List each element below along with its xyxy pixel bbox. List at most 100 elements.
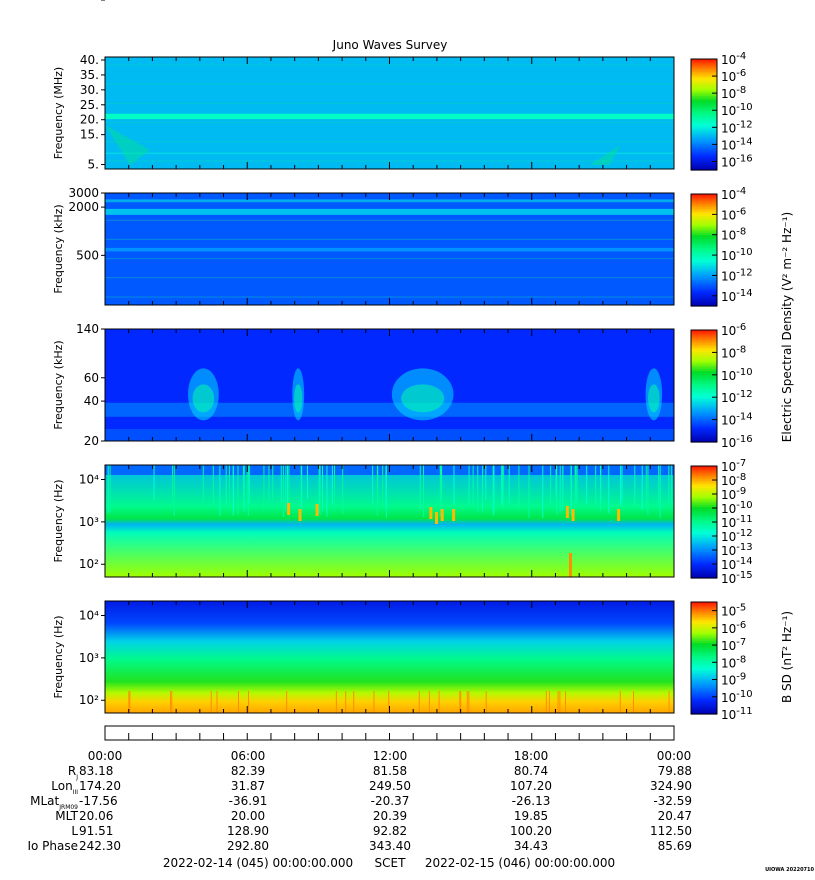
colorbar-exponent: -12 xyxy=(736,267,752,278)
colorbar-segment xyxy=(691,572,717,575)
colorbar-segment xyxy=(691,644,717,648)
time-label: 06:00 xyxy=(231,749,266,763)
colorbar-segment xyxy=(691,64,717,67)
colorbar-segment xyxy=(691,501,717,504)
ephemeris-value: 19.85 xyxy=(514,809,548,823)
ephemeris-value: 91.51 xyxy=(79,824,113,838)
colorbar-segment xyxy=(691,652,717,655)
colorbar-segment xyxy=(691,302,717,305)
ephemeris-value: -17.56 xyxy=(79,794,118,808)
colorbar-segment xyxy=(691,561,717,564)
low-frequency-feature xyxy=(105,125,150,165)
colorbar-tick-label: 10-10 xyxy=(721,247,753,263)
chart-title: Juno Waves Survey xyxy=(332,38,448,52)
y-tick-label: 25. xyxy=(80,98,99,112)
ephemeris-value: 324.90 xyxy=(650,779,692,793)
ephemeris-value: 112.50 xyxy=(650,824,692,838)
colorbar-segment xyxy=(691,633,717,637)
colorbar-segment xyxy=(691,251,717,255)
colorbar-segment xyxy=(691,391,717,395)
colorbar-segment xyxy=(691,527,717,531)
ephemeris-row-label: MLT xyxy=(55,809,78,823)
ephemeris-value: 82.39 xyxy=(231,764,265,778)
colorbar-segment xyxy=(691,648,717,652)
colorbar-segment xyxy=(691,479,717,482)
colorbar-tick-label: 10-12 xyxy=(721,119,753,135)
colorbar-segment xyxy=(691,708,717,711)
colorbar-segment xyxy=(691,372,717,376)
colorbar-segment xyxy=(691,697,717,700)
ephemeris-row-label: Io Phase xyxy=(27,839,78,853)
ephemeris-value: 34.43 xyxy=(514,839,548,853)
colorbar-segment xyxy=(691,672,717,676)
colorbar-4: 10-1510-1410-1310-1210-1110-1010-910-810… xyxy=(690,458,753,586)
colorbar-frame xyxy=(690,193,718,307)
colorbar-segment xyxy=(691,223,717,227)
colorbar-segment xyxy=(691,522,717,525)
colorbar-segment xyxy=(691,62,717,66)
colorbar-exponent: -10 xyxy=(736,247,752,258)
panel-4: 10² 10³ 10⁴ Frequency (Hz) xyxy=(52,464,675,578)
colorbar-segment xyxy=(691,216,717,219)
y-tick-label: 10⁴ xyxy=(79,473,99,487)
colorbar-segment xyxy=(691,131,717,134)
emission-core-4 xyxy=(648,384,660,413)
colorbar-segment xyxy=(691,671,717,674)
electric-colorbar-label: Electric Spectral Density (V² m⁻² Hz⁻¹) xyxy=(780,212,794,442)
colorbar-tick-label: 10-14 xyxy=(721,412,753,428)
colorbar-3: 10-16 10-14 10-12 10-10 10-8 10-6 xyxy=(690,322,753,450)
colorbar-segment xyxy=(691,425,717,428)
ephemeris-value: 249.50 xyxy=(369,779,411,793)
colorbar-segment xyxy=(691,404,717,408)
colorbar-segment xyxy=(691,144,717,147)
colorbar-segment xyxy=(691,684,717,687)
colorbar-tick-label: 10-12 xyxy=(721,267,753,283)
colorbar-exponent: -9 xyxy=(736,486,746,497)
footer-start-time: 2022-02-14 (045) 00:00:00.000 xyxy=(163,856,353,870)
colorbar-segment xyxy=(691,352,717,355)
colorbar-segment xyxy=(691,536,717,540)
colorbar-segment xyxy=(691,616,717,620)
colorbar-segment xyxy=(691,88,717,92)
colorbar-segment xyxy=(691,386,717,389)
colorbar-exponent: -10 xyxy=(736,367,752,378)
colorbar-segment xyxy=(691,259,717,262)
colorbar-segment xyxy=(691,512,717,516)
colorbar-segment xyxy=(691,276,717,279)
footer-credit: UIOWA 20220710 xyxy=(765,867,814,873)
y-tick-label: 10² xyxy=(79,693,99,707)
colorbar-segment xyxy=(691,236,717,240)
y-tick-label: 35. xyxy=(80,68,99,82)
colorbar-segment xyxy=(691,140,717,143)
colorbar-segment xyxy=(691,197,717,201)
y-tick-label: 40 xyxy=(84,394,99,408)
colorbar-segment xyxy=(691,118,717,121)
ephemeris-value: 20.06 xyxy=(79,809,113,823)
colorbar-segment xyxy=(691,227,717,231)
colorbar-segment xyxy=(691,663,717,667)
colorbar-segment xyxy=(691,490,717,493)
colorbar-segment xyxy=(691,680,717,683)
colorbar-segment xyxy=(691,641,717,644)
colorbar-segment xyxy=(691,333,717,337)
colorbar-segment xyxy=(691,626,717,629)
colorbar-segment xyxy=(691,440,717,443)
colorbar-exponent: -4 xyxy=(736,51,746,62)
colorbar-segment xyxy=(691,248,717,251)
colorbar-segment xyxy=(691,520,717,523)
colorbar-segment xyxy=(691,66,717,69)
colorbar-exponent: -16 xyxy=(736,434,752,445)
colorbar-segment xyxy=(691,371,717,374)
colorbar-segment xyxy=(691,665,717,668)
colorbar-segment xyxy=(691,473,717,476)
colorbar-tick-label: 10-10 xyxy=(721,102,753,118)
colorbar-segment xyxy=(691,628,717,631)
colorbar-segment xyxy=(691,127,717,130)
colorbar-segment xyxy=(691,605,717,609)
colorbar-segment xyxy=(691,359,717,363)
colorbar-segment xyxy=(691,682,717,685)
colorbar-exponent: -10 xyxy=(736,102,752,113)
spectrogram-background xyxy=(105,465,674,577)
